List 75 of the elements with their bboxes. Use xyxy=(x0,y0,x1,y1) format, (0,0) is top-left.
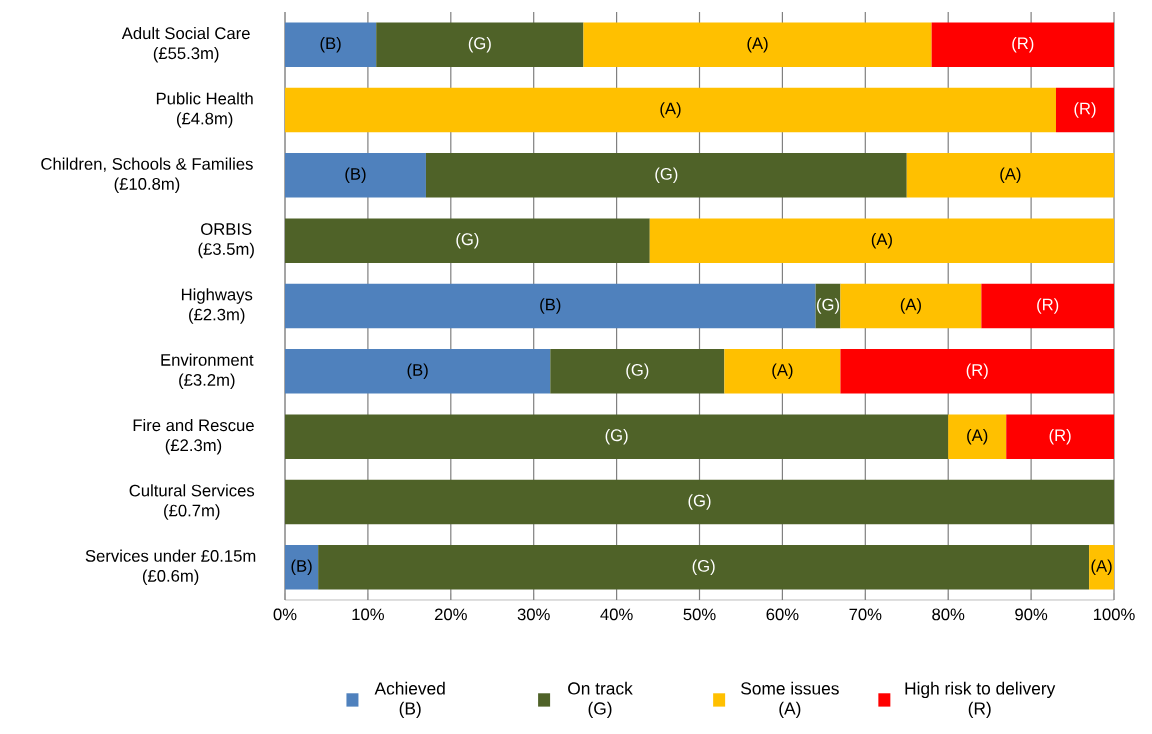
bar xyxy=(285,349,551,394)
bar xyxy=(285,87,1056,133)
data-label: (G) xyxy=(816,298,839,314)
y-tick-label: Services under £0.15m (£0.6m) xyxy=(85,549,256,586)
data-label: (G) xyxy=(626,363,649,380)
bar xyxy=(1089,545,1114,590)
x-tick-label: 0% xyxy=(273,608,297,621)
data-label: (R) xyxy=(1049,428,1071,445)
x-tick-label: 50% xyxy=(683,608,716,621)
bar xyxy=(840,349,1114,394)
bar xyxy=(285,479,1114,525)
x-tick-label: 100% xyxy=(1093,608,1135,621)
bar xyxy=(285,414,949,459)
bar xyxy=(550,349,725,394)
data-label: (R) xyxy=(1012,36,1034,53)
legend-label: High risk to delivery (R) xyxy=(905,681,1056,719)
y-tick-label: Adult Social Care (£55.3m) xyxy=(121,26,250,63)
x-tick-label: 10% xyxy=(352,608,384,621)
data-label: (A) xyxy=(1091,559,1112,576)
x-tick-label: 80% xyxy=(932,608,965,621)
x-tick-label: 90% xyxy=(1015,608,1048,621)
data-label: (A) xyxy=(900,298,921,314)
bar xyxy=(724,349,841,394)
bar xyxy=(285,153,426,198)
bar xyxy=(649,218,1114,263)
legend-label: Achieved (B) xyxy=(374,681,445,719)
legend-label: On track (G) xyxy=(568,681,633,719)
y-tick-label: Public Health (£4.8m) xyxy=(156,92,253,128)
data-label: (G) xyxy=(692,559,715,576)
bar xyxy=(285,218,650,263)
bar xyxy=(1006,414,1114,459)
data-label: (A) xyxy=(967,428,988,445)
data-label: (R) xyxy=(966,363,988,380)
data-label: (B) xyxy=(540,298,561,314)
data-label: (A) xyxy=(1000,167,1021,184)
y-tick-label: Cultural Services (£0.7m) xyxy=(129,484,255,520)
bar xyxy=(285,545,319,590)
y-tick-label: ORBIS (£3.5m) xyxy=(198,223,254,259)
x-tick-label: 70% xyxy=(849,608,882,621)
y-tick-label: Fire and Rescue (£2.3m) xyxy=(133,418,254,455)
x-tick-label: 60% xyxy=(766,608,799,621)
data-label: (G) xyxy=(688,494,711,510)
x-tick-label: 40% xyxy=(600,608,633,621)
data-label: (B) xyxy=(320,36,341,53)
bar xyxy=(906,153,1114,198)
bar xyxy=(285,22,377,67)
data-label: (G) xyxy=(655,167,678,184)
data-label: (G) xyxy=(456,232,479,249)
legend-label: Some issues (A) xyxy=(741,681,839,719)
x-tick-label: 20% xyxy=(434,608,467,621)
bar xyxy=(285,283,816,329)
bar xyxy=(376,22,584,67)
data-label: (A) xyxy=(660,102,681,118)
data-label: (G) xyxy=(605,428,628,445)
data-label: (A) xyxy=(772,363,793,380)
data-label: (B) xyxy=(345,167,366,184)
bar xyxy=(981,283,1114,329)
data-label: (G) xyxy=(468,36,491,53)
y-tick-label: Children, Schools & Families (£10.8m) xyxy=(41,157,253,194)
bar xyxy=(931,22,1114,67)
bar xyxy=(1055,87,1114,133)
bar xyxy=(948,414,1007,459)
data-label: (B) xyxy=(291,559,312,576)
bar xyxy=(318,545,1090,590)
bar xyxy=(425,153,907,198)
y-tick-label: Environment (£3.2m) xyxy=(161,353,254,390)
data-label: (A) xyxy=(871,232,892,249)
data-label: (A) xyxy=(747,36,768,53)
data-label: (B) xyxy=(407,363,428,380)
bar xyxy=(583,22,932,67)
x-tick-label: 30% xyxy=(517,608,550,621)
y-tick-label: Highways (£2.3m) xyxy=(181,288,253,324)
data-label: (R) xyxy=(1037,298,1059,314)
data-label: (R) xyxy=(1074,102,1096,118)
bar xyxy=(840,283,982,329)
